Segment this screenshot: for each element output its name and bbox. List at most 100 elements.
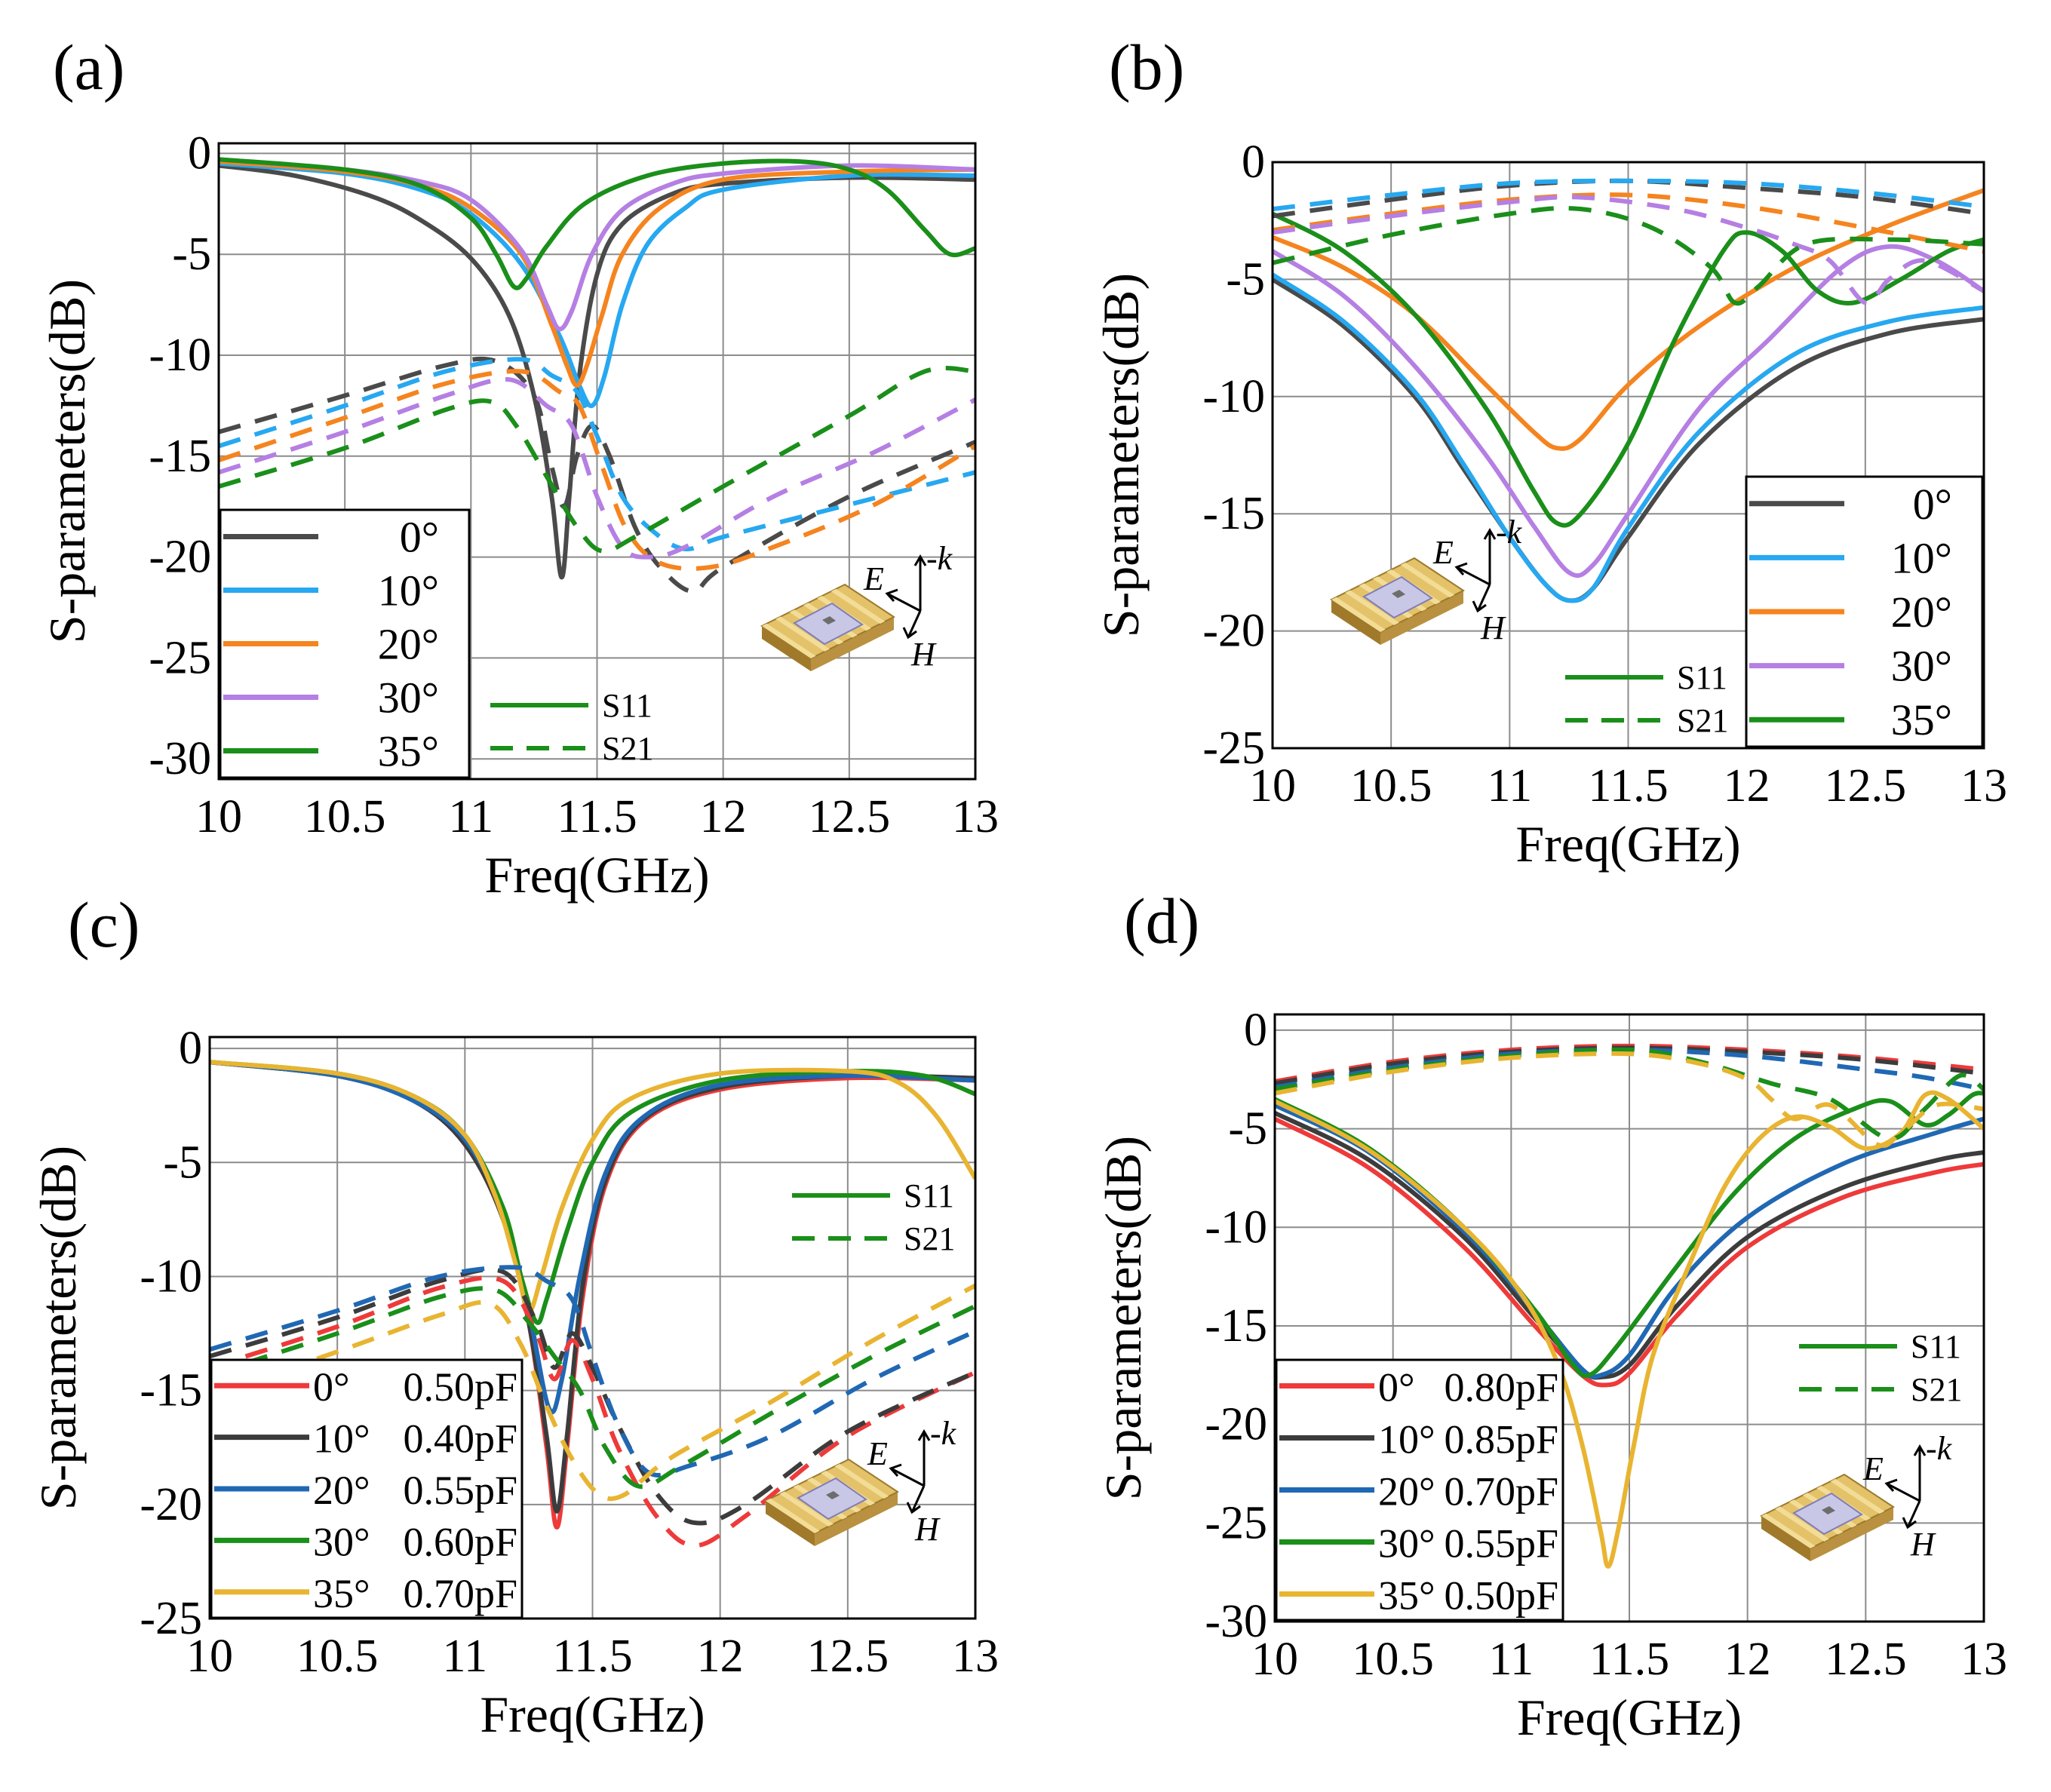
e-field-label: E: [1432, 534, 1454, 571]
y-tick-label: -15: [1202, 488, 1265, 539]
e-field-label: E: [1862, 1450, 1884, 1487]
series-line-20deg-s21: [210, 1265, 975, 1478]
legend-label: 0°: [313, 1364, 350, 1410]
legend-label: 10°: [313, 1416, 370, 1462]
cell-side-left: [1331, 600, 1380, 645]
legend-s21: S21: [602, 730, 653, 767]
legend-value: 0.70pF: [1444, 1469, 1558, 1514]
cell-gap: [1822, 1506, 1835, 1514]
x-tick-label: 10: [1251, 1634, 1298, 1685]
series-group: [1275, 1043, 1984, 1569]
legend-angle: 0° 0.50pF 10° 0.40pF 20° 0.55pF 30° 0.60pF 35° 0.…: [210, 1358, 523, 1619]
series-line-10deg-s11: [219, 161, 975, 409]
y-tick-label: -15: [1205, 1300, 1267, 1352]
series-line-10deg-s11: [1275, 1110, 1984, 1380]
field-axes: [889, 1429, 931, 1514]
e-field-label: E: [867, 1435, 888, 1472]
legend-value: 0.40pF: [403, 1416, 517, 1462]
panel-label: (c): [68, 888, 140, 961]
x-tick-label: 11: [442, 1631, 487, 1682]
series-line-35deg-s11: [210, 1060, 975, 1313]
cell-strip: [831, 588, 886, 624]
x-tick-label: 13: [1960, 1634, 2007, 1685]
x-axis-title: Freq(GHz): [1517, 1689, 1742, 1746]
h-field-label: H: [1910, 1526, 1936, 1563]
x-tick-label: 10.5: [1352, 1634, 1434, 1685]
legend-label: 0°: [400, 513, 439, 562]
series-line-10deg-s21: [219, 357, 975, 552]
x-tick-label: 10: [1249, 760, 1296, 812]
x-tick-label: 13: [952, 791, 999, 842]
cell-gap: [822, 616, 836, 624]
y-tick-label: -10: [1205, 1201, 1267, 1253]
legend-label: 30°: [1378, 1521, 1435, 1566]
y-tick-label: -25: [1205, 1497, 1267, 1548]
x-tick-label: 13: [1960, 760, 2007, 812]
cell-strip: [1400, 562, 1455, 598]
cell-side-right: [815, 1492, 898, 1546]
legend-s11: S11: [1677, 659, 1727, 696]
series-line-20deg-s21: [1273, 192, 1984, 254]
series-line-10deg-s21: [210, 1267, 975, 1526]
y-tick-label: -20: [1202, 606, 1265, 657]
x-axis-title: Freq(GHz): [484, 846, 709, 904]
x-tick-label: 11.5: [552, 1631, 632, 1682]
panel-label: (b): [1109, 31, 1184, 103]
x-tick-label: 10.5: [1350, 760, 1432, 812]
field-axes: [885, 554, 927, 640]
legend-s11: S11: [904, 1177, 954, 1214]
legend-s11: S11: [602, 687, 652, 724]
cell-side-left: [766, 1501, 815, 1546]
cell-side-left: [762, 626, 811, 671]
legend-label: 35°: [313, 1571, 370, 1616]
y-tick-label: -5: [1226, 253, 1265, 305]
series-line-20deg-s11: [1275, 1103, 1984, 1379]
cell-side-right: [1810, 1507, 1893, 1561]
x-tick-label: 10: [186, 1631, 233, 1682]
y-tick-label: -10: [1202, 371, 1265, 422]
legend-value: 0.55pF: [403, 1468, 517, 1513]
x-tick-label: 10.5: [296, 1631, 379, 1682]
plot-frame: [208, 1036, 977, 1620]
legend-label: 10°: [1378, 1417, 1435, 1462]
x-tick-label: 12.5: [809, 791, 891, 842]
x-tick-label: 12: [1724, 760, 1770, 812]
y-tick-label: -30: [1205, 1596, 1267, 1647]
x-tick-label: 10.5: [304, 791, 386, 842]
series-line-35deg-s21: [219, 366, 975, 554]
series-group: [210, 1060, 975, 1548]
legend-angle: 0°10° 20° 30°35°: [219, 508, 471, 779]
e-field-label: E: [863, 560, 884, 597]
legend-s21: S21: [1911, 1371, 1962, 1408]
plot-frame: [1273, 1013, 1985, 1623]
legend-s21: S21: [1677, 702, 1728, 739]
cell-strip: [766, 1498, 820, 1533]
legend-value: 0.70pF: [403, 1571, 517, 1616]
y-tick-label: -5: [163, 1137, 202, 1188]
field-axes: [1454, 528, 1497, 613]
legend-label: 10°: [1891, 533, 1952, 582]
panel-label: (d): [1124, 885, 1199, 957]
cell-strip: [1830, 1478, 1885, 1514]
x-tick-label: 12: [697, 1631, 744, 1682]
k-vector-label: -k: [1496, 514, 1523, 551]
y-tick-label: -20: [140, 1479, 202, 1530]
series-line-30deg-s11: [219, 157, 975, 332]
y-tick-label: 0: [179, 1023, 202, 1074]
x-tick-label: 12: [700, 791, 747, 842]
series-line-30deg-s11: [1273, 244, 1984, 578]
panel-b: 10 10.5 11 11.5 12 12.5 13 0 -5 -10 -15 -20 -25 Freq(…: [1092, 31, 2007, 873]
y-tick-label: 0: [188, 127, 211, 179]
legend-s21: S21: [904, 1220, 955, 1257]
panel-a: 10 10.5 11 11.5 12 12.5 13 0 -5 -10 -15 -20 -25 -30 Fr…: [38, 31, 999, 904]
unit-cell-inset-a: E -k H: [760, 540, 953, 673]
legend-label: 20°: [313, 1468, 370, 1513]
legend-label: 20°: [1891, 588, 1952, 637]
series-line-30deg-s21: [219, 376, 975, 560]
y-tick-label: -15: [140, 1365, 202, 1416]
series-line-0deg-s11: [1275, 1116, 1984, 1388]
